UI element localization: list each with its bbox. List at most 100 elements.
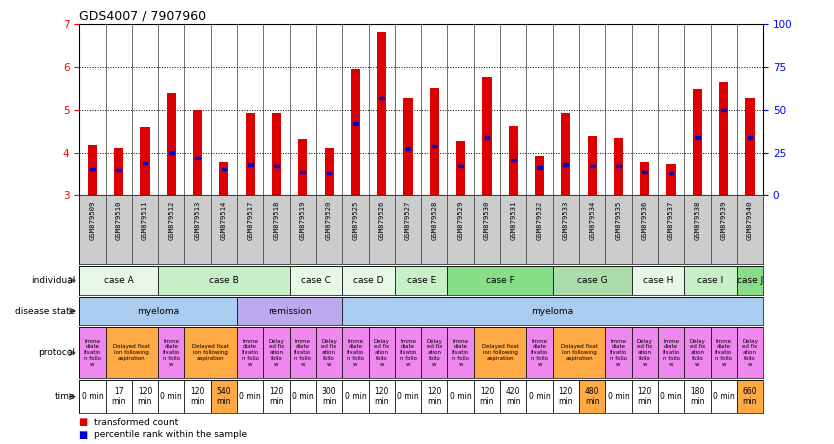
Bar [88,145,97,195]
Bar [605,327,631,378]
Text: 120
min: 120 min [559,387,573,406]
Bar [666,164,676,195]
Text: Imme
diate
fixatio
n follo
w: Imme diate fixatio n follo w [399,339,417,367]
Text: Imme
diate
fixatio
n follo
w: Imme diate fixatio n follo w [347,339,364,367]
Text: case B: case B [209,276,239,285]
Text: 0 min: 0 min [450,392,471,401]
Text: Delayed fixat
ion following
aspiration: Delayed fixat ion following aspiration [560,345,597,361]
Bar [289,266,342,295]
Bar [553,327,605,378]
Text: Delay
ed fix
ation
follo
w: Delay ed fix ation follo w [374,339,389,367]
Text: GSM879513: GSM879513 [194,201,201,240]
Text: GDS4007 / 7907960: GDS4007 / 7907960 [79,9,206,22]
Text: 0 min: 0 min [292,392,314,401]
Bar [158,327,184,378]
Bar [379,97,384,99]
Text: GSM879528: GSM879528 [431,201,437,240]
Text: 120
min: 120 min [637,387,652,406]
Text: GSM879529: GSM879529 [458,201,464,240]
Text: GSM879526: GSM879526 [379,201,384,240]
Bar [736,327,763,378]
Bar [324,148,334,195]
Bar [736,266,763,295]
Text: Imme
diate
fixatio
n follo
w: Imme diate fixatio n follo w [715,339,732,367]
Text: 120
min: 120 min [138,387,153,406]
Bar [631,380,658,413]
Bar [219,162,229,195]
Bar [353,123,358,125]
Text: GSM879536: GSM879536 [641,201,648,240]
Bar [616,165,620,167]
Bar [564,163,568,166]
Text: GSM879511: GSM879511 [142,201,148,240]
Bar [430,87,439,195]
Bar [264,327,289,378]
Bar [432,145,437,147]
Bar [421,327,448,378]
Text: Imme
diate
fixatio
n follo
w: Imme diate fixatio n follo w [83,339,101,367]
Text: GSM879527: GSM879527 [405,201,411,240]
Text: myeloma: myeloma [137,306,179,316]
Text: 480
min: 480 min [585,387,600,406]
Bar [684,327,711,378]
Bar [456,141,465,195]
Text: GSM879532: GSM879532 [536,201,543,240]
Bar [289,327,316,378]
Bar [195,157,200,159]
Bar [747,136,752,139]
Bar [237,297,342,325]
Text: Delay
ed fix
ation
follo
w: Delay ed fix ation follo w [269,339,284,367]
Text: GSM879538: GSM879538 [695,201,701,240]
Bar [458,165,463,167]
Text: transformed count: transformed count [94,418,178,427]
Text: 0 min: 0 min [344,392,366,401]
Bar [184,380,211,413]
Bar [369,380,394,413]
Text: Delay
ed fix
ation
follo
w: Delay ed fix ation follo w [321,339,337,367]
Bar [511,159,515,162]
Text: 120
min: 120 min [190,387,205,406]
Bar [369,327,394,378]
Text: 300
min: 300 min [322,387,336,406]
Bar [535,156,544,195]
Bar [421,380,448,413]
Bar [140,127,149,195]
Bar [448,266,553,295]
Text: GSM879509: GSM879509 [89,201,95,240]
Bar [590,165,595,167]
Bar [193,110,202,195]
Bar [237,380,264,413]
Text: 0 min: 0 min [239,392,261,401]
Text: 0 min: 0 min [397,392,419,401]
Bar [721,109,726,111]
Bar [711,327,736,378]
Bar [327,172,331,174]
Text: Imme
diate
fixatio
n follo
w: Imme diate fixatio n follo w [163,339,180,367]
Bar [695,136,700,139]
Bar [184,327,237,378]
Bar [482,76,491,195]
Text: disease state: disease state [15,306,75,316]
Bar [169,151,173,154]
Text: Imme
diate
fixatio
n follo
w: Imme diate fixatio n follo w [531,339,548,367]
Bar [561,113,570,195]
Bar [79,380,106,413]
Bar [719,82,728,195]
Text: case I: case I [697,276,724,285]
Bar [394,380,421,413]
Bar [587,136,597,195]
Bar [448,380,474,413]
Bar [79,297,237,325]
Bar [746,99,755,195]
Bar [106,380,132,413]
Bar [90,168,95,170]
Bar [316,327,342,378]
Text: GSM879537: GSM879537 [668,201,674,240]
Text: remission: remission [268,306,311,316]
Bar [500,380,526,413]
Bar [132,380,158,413]
Bar [485,136,490,139]
Text: Delay
ed fix
ation
follo
w: Delay ed fix ation follo w [637,339,653,367]
Bar [237,327,264,378]
Text: Imme
diate
fixatio
n follo
w: Imme diate fixatio n follo w [662,339,680,367]
